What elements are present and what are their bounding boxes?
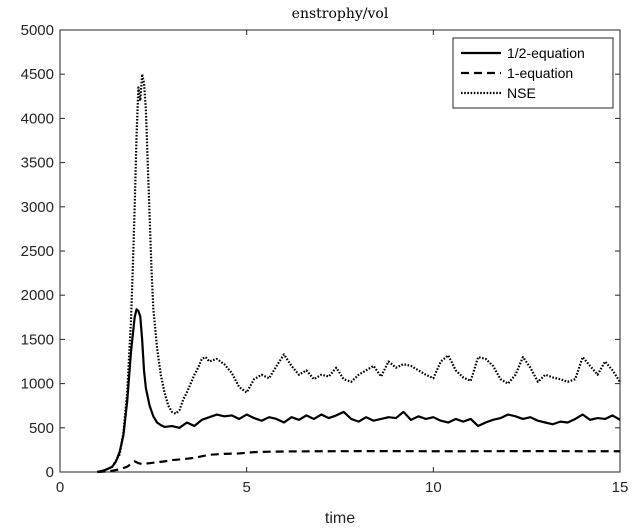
y-tick-label: 5000 bbox=[21, 22, 54, 39]
y-tick-label: 0 bbox=[46, 464, 54, 481]
y-tick-label: 500 bbox=[29, 420, 54, 437]
x-tick-label: 15 bbox=[612, 479, 629, 496]
series-line-3 bbox=[97, 73, 621, 474]
y-tick-label: 1000 bbox=[21, 376, 54, 393]
x-axis-label: time bbox=[325, 510, 355, 527]
legend-label-3: NSE bbox=[507, 85, 536, 101]
x-tick-label: 5 bbox=[242, 479, 250, 496]
axes: 0 5 10 15 0 500 1000 1500 2000 2500 3000 3500 4000 45… bbox=[21, 22, 629, 496]
series-line-2 bbox=[97, 450, 620, 474]
legend-label-2: 1-equation bbox=[507, 65, 573, 81]
y-tick-label: 1500 bbox=[21, 331, 54, 348]
y-tick-label: 2000 bbox=[21, 287, 54, 304]
y-tick-label: 2500 bbox=[21, 243, 54, 260]
x-tick-label: 10 bbox=[425, 479, 442, 496]
y-tick-label: 4000 bbox=[21, 110, 54, 127]
legend: 1/2-equation 1-equation NSE bbox=[452, 37, 614, 109]
legend-label-1: 1/2-equation bbox=[507, 45, 585, 61]
series-lines bbox=[97, 73, 621, 474]
y-tick-label: 3500 bbox=[21, 155, 54, 172]
chart-title: enstrophy/vol bbox=[292, 6, 389, 22]
series-line-1 bbox=[97, 308, 621, 474]
y-tick-label: 4500 bbox=[21, 66, 54, 83]
x-tick-label: 0 bbox=[56, 479, 64, 496]
y-tick-label: 3000 bbox=[21, 199, 54, 216]
